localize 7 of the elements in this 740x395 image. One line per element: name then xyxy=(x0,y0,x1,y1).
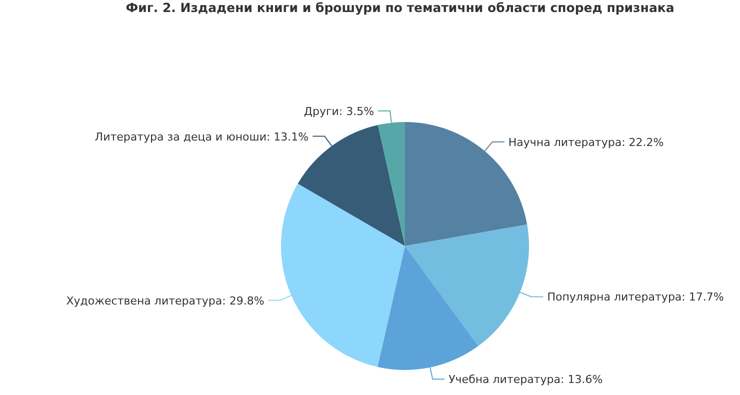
slice-label: Литература за деца и юноши: 13.1% xyxy=(94,130,309,144)
slice-label: Художествена литература: 29.8% xyxy=(66,294,264,308)
slice-label: Научна литература: 22.2% xyxy=(508,136,664,149)
slice-label: Други: 3.5% xyxy=(304,104,374,118)
slice-label: Учебна литература: 13.6% xyxy=(448,373,603,386)
slice-label: Популярна литература: 17.7% xyxy=(547,290,724,304)
chart-title: Фиг. 2. Издадени книги и брошури по тематични области според признака xyxy=(124,0,676,15)
